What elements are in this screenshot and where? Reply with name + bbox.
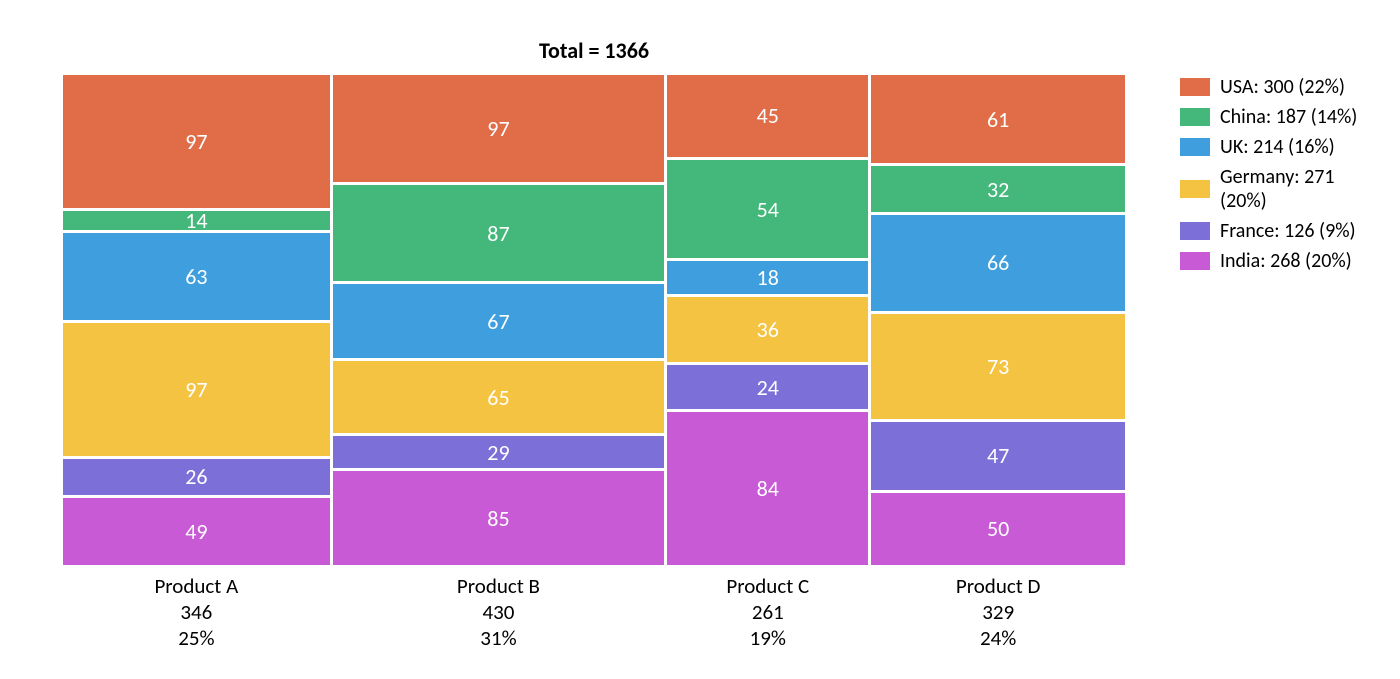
segment: 14 xyxy=(63,211,330,230)
segment: 18 xyxy=(667,261,868,294)
column-pct: 19% xyxy=(667,625,868,651)
marimekko-chart: Total = 1366 971463972649978767652985455… xyxy=(20,20,1380,659)
segment: 49 xyxy=(63,498,330,565)
legend-item: China: 187 (14%) xyxy=(1180,105,1380,129)
segment: 36 xyxy=(667,297,868,363)
legend-item: UK: 214 (16%) xyxy=(1180,135,1380,159)
legend-item: France: 126 (9%) xyxy=(1180,219,1380,243)
segment: 32 xyxy=(871,166,1125,212)
column-total: 430 xyxy=(333,599,664,625)
legend-swatch xyxy=(1180,180,1210,198)
legend-swatch xyxy=(1180,138,1210,156)
column: 455418362484 xyxy=(667,75,868,565)
segment: 50 xyxy=(871,493,1125,565)
segment: 29 xyxy=(333,436,664,468)
chart-title: Total = 1366 xyxy=(63,37,1125,64)
column-label: Product A34625% xyxy=(63,573,330,651)
column-pct: 24% xyxy=(871,625,1125,651)
column-name: Product D xyxy=(871,573,1125,599)
segment: 85 xyxy=(333,471,664,565)
column-total: 261 xyxy=(667,599,868,625)
column-label: Product D32924% xyxy=(871,573,1125,651)
legend-label: Germany: 271 (20%) xyxy=(1220,165,1380,213)
segment: 73 xyxy=(871,314,1125,419)
plot-area: 9714639726499787676529854554183624846132… xyxy=(63,75,1125,565)
legend-swatch xyxy=(1180,222,1210,240)
legend-item: USA: 300 (22%) xyxy=(1180,75,1380,99)
segment: 54 xyxy=(667,160,868,258)
column: 978767652985 xyxy=(333,75,664,565)
legend-item: India: 268 (20%) xyxy=(1180,249,1380,273)
column-pct: 31% xyxy=(333,625,664,651)
legend-swatch xyxy=(1180,252,1210,270)
segment: 24 xyxy=(667,365,868,409)
column-total: 346 xyxy=(63,599,330,625)
column-name: Product C xyxy=(667,573,868,599)
column-label: Product B43031% xyxy=(333,573,664,651)
legend: USA: 300 (22%) China: 187 (14%) UK: 214 (1… xyxy=(1180,75,1380,279)
column-total: 329 xyxy=(871,599,1125,625)
legend-label: USA: 300 (22%) xyxy=(1220,75,1345,99)
segment: 84 xyxy=(667,412,868,565)
segment: 66 xyxy=(871,215,1125,310)
segment: 61 xyxy=(871,75,1125,163)
legend-item: Germany: 271 (20%) xyxy=(1180,165,1380,213)
segment: 47 xyxy=(871,422,1125,490)
column-label: Product C26119% xyxy=(667,573,868,651)
segment: 87 xyxy=(333,185,664,281)
column-name: Product A xyxy=(63,573,330,599)
column: 971463972649 xyxy=(63,75,330,565)
segment: 63 xyxy=(63,233,330,319)
legend-label: China: 187 (14%) xyxy=(1220,105,1357,129)
segment: 45 xyxy=(667,75,868,157)
column: 613266734750 xyxy=(871,75,1125,565)
segment: 67 xyxy=(333,284,664,358)
x-axis-labels: Product A34625%Product B43031%Product C2… xyxy=(63,573,1125,673)
segment: 26 xyxy=(63,459,330,495)
legend-label: UK: 214 (16%) xyxy=(1220,135,1335,159)
segment: 97 xyxy=(63,323,330,456)
segment: 97 xyxy=(63,75,330,208)
column-pct: 25% xyxy=(63,625,330,651)
segment: 97 xyxy=(333,75,664,182)
legend-label: France: 126 (9%) xyxy=(1220,219,1356,243)
segment: 65 xyxy=(333,361,664,433)
legend-swatch xyxy=(1180,108,1210,126)
legend-label: India: 268 (20%) xyxy=(1220,249,1352,273)
column-name: Product B xyxy=(333,573,664,599)
legend-swatch xyxy=(1180,78,1210,96)
